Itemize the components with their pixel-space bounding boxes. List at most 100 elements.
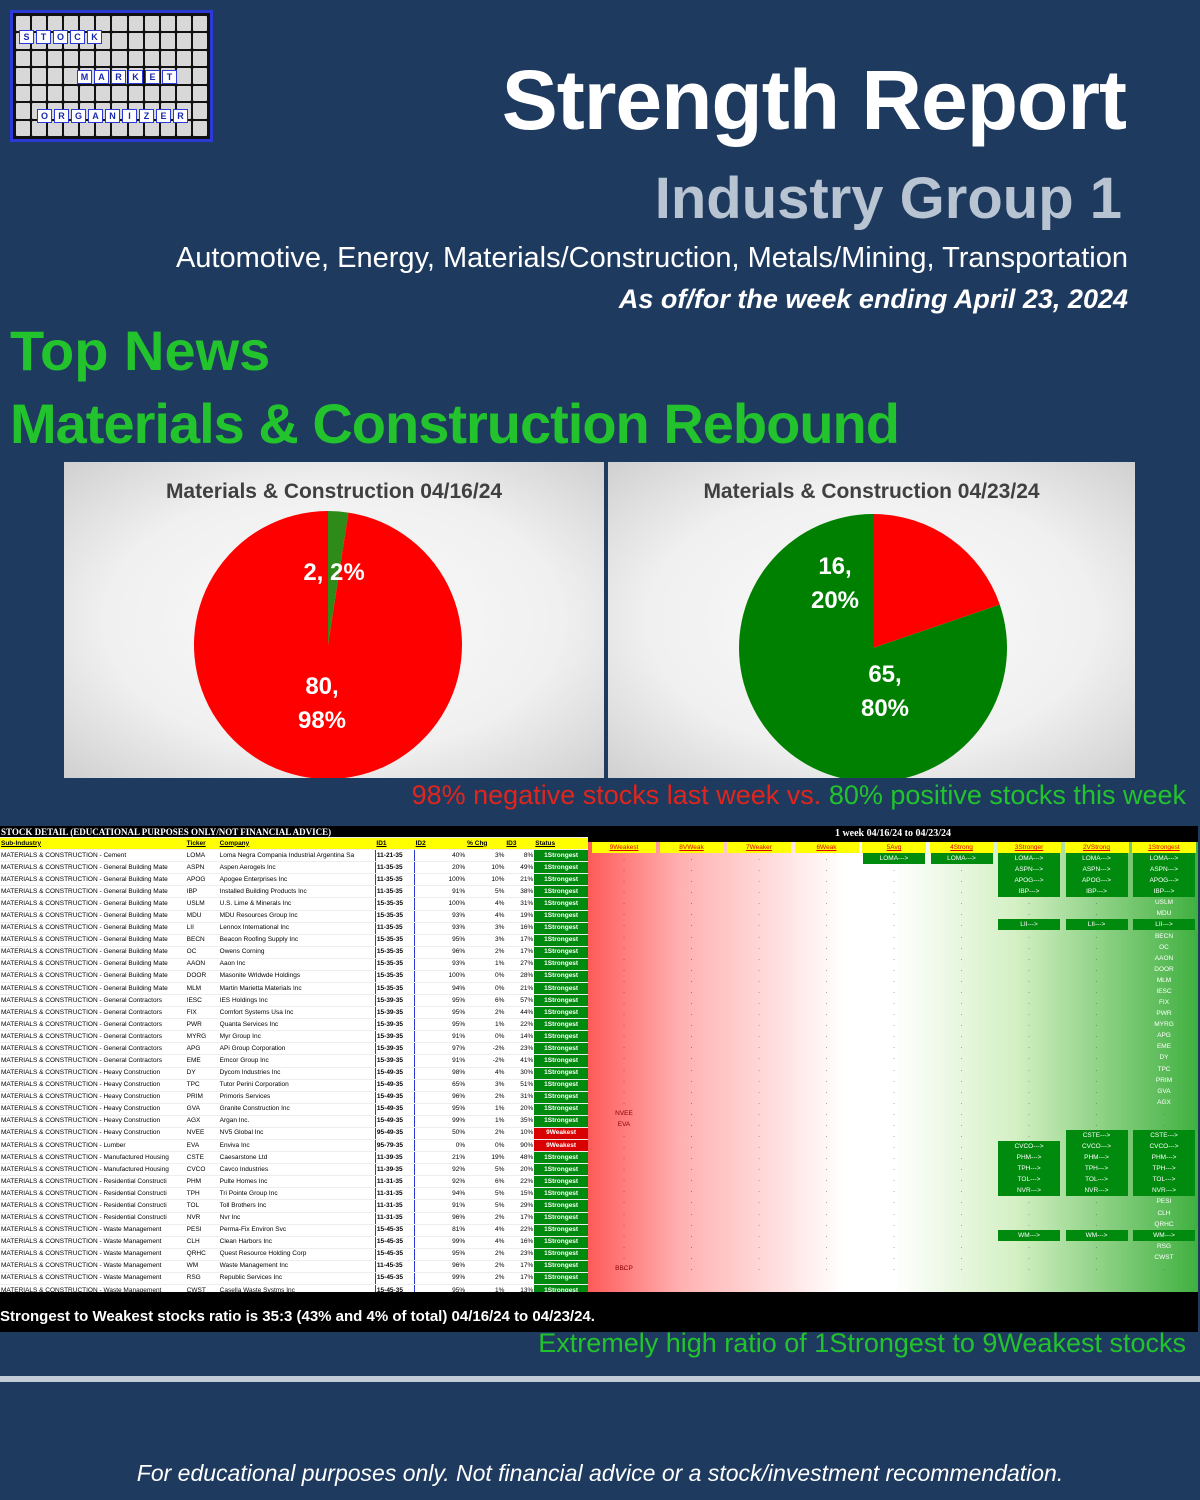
grid-cell: . (1163, 1242, 1165, 1250)
logo-letter: A (88, 109, 103, 123)
grid-column-header[interactable]: 1Strongest (1132, 842, 1196, 853)
company-cell: Masonite Wrldwde Holdings (218, 970, 376, 984)
grid-cell: . (1163, 1021, 1165, 1029)
grid-cell: . (960, 1054, 963, 1062)
logo-tile (176, 68, 191, 84)
grid-cell: . (623, 1242, 625, 1250)
grid-cell: . (758, 932, 760, 940)
id1-cell: 11-31-35 (374, 1187, 416, 1201)
grid-cell: . (758, 1176, 760, 1184)
grid-cell: . (960, 954, 963, 962)
grid-column-header[interactable]: 5Avg (862, 842, 926, 853)
logo-tile (48, 120, 63, 136)
grid-column-header[interactable]: 6Weak (794, 842, 859, 853)
grid-cell: . (893, 1087, 895, 1095)
pct-change-cell: 0% (466, 1139, 506, 1153)
column-header[interactable]: ID2 (414, 837, 467, 851)
grid-column-header[interactable]: 4Strong (929, 842, 994, 853)
column-header[interactable]: Company (218, 837, 376, 851)
grid-ticker-cell: CVCO---> (998, 1141, 1060, 1153)
table-row: MATERIALS & CONSTRUCTION - Heavy Constru… (0, 1103, 588, 1116)
grid-column-header[interactable]: 8VWeak (659, 842, 724, 853)
id2-cell: 95% (414, 1006, 467, 1020)
id1-cell: 11-35-35 (374, 873, 416, 887)
grid-cell: . (623, 866, 625, 874)
grid-column-header[interactable]: 7Weaker (727, 842, 791, 853)
company-cell: Martin Marietta Materials Inc (218, 982, 376, 996)
logo-letter: R (111, 70, 126, 84)
grid-cell: . (825, 855, 828, 862)
column-header[interactable]: % Chg (466, 837, 506, 851)
grid-cell: . (623, 987, 625, 995)
logo-tile (16, 68, 31, 84)
grid-cell: . (1163, 1054, 1165, 1062)
status-cell: 1Strongest (534, 1103, 588, 1116)
grid-cell: . (690, 999, 693, 1007)
grid-cell: . (825, 1087, 828, 1095)
logo-tile (192, 103, 207, 119)
logo-tile (176, 16, 191, 32)
column-header[interactable]: Status (534, 837, 588, 851)
id1-cell: 15-39-35 (374, 1042, 416, 1056)
grid-cell: . (960, 965, 963, 973)
pct-change-cell: 4% (466, 1236, 506, 1249)
column-header[interactable]: ID3 (505, 837, 535, 851)
table-row: MATERIALS & CONSTRUCTION - Manufactured … (0, 1163, 588, 1177)
grid-cell: . (690, 1010, 693, 1018)
grid-column-header[interactable]: 9Weakest (592, 842, 656, 853)
ticker-cell: NVR (185, 1212, 219, 1225)
grid-cell: . (893, 877, 895, 885)
column-header[interactable]: ID1 (375, 837, 415, 851)
column-header[interactable]: Sub-Industry (0, 837, 186, 851)
column-header[interactable]: Ticker (185, 837, 219, 851)
grid-cell: . (893, 943, 895, 951)
id3-cell: 48% (505, 1151, 535, 1165)
company-cell: Tri Pointe Group Inc (218, 1187, 376, 1201)
grid-cell: . (825, 1198, 828, 1206)
logo-tile (32, 120, 47, 136)
grid-column-header[interactable]: 2VStrong (1064, 842, 1129, 853)
grid-cell: . (690, 943, 693, 951)
grid-cell: . (758, 943, 760, 951)
strength-grid-headers: 9Weakest 8VWeak 7Weaker 6Weak 5Avg 4Strong 3St… (588, 842, 1198, 853)
grid-cell: . (758, 1098, 760, 1106)
id3-cell: 22% (505, 1018, 535, 1032)
pct-change-cell: 2% (466, 1248, 506, 1261)
logo-tile (32, 16, 47, 32)
grid-cell: . (623, 921, 625, 929)
pct-change-cell: 1% (466, 1284, 506, 1292)
grid-ticker-cell: WM---> (1065, 1229, 1128, 1241)
grid-cell: . (1163, 1209, 1165, 1217)
pie-chart-title: Materials & Construction 04/23/24 (703, 480, 1040, 503)
id2-cell: 96% (414, 1260, 467, 1273)
grid-cell: . (1028, 1242, 1030, 1250)
grid-cell: . (758, 1264, 760, 1272)
id1-cell: 15-35-35 (374, 958, 416, 971)
stock-detail-table: STOCK DETAIL (EDUCATIONAL PURPOSES ONLY/… (0, 826, 1198, 1292)
grid-cell: . (960, 1154, 963, 1162)
table-column-headers: Sub-Industry Ticker Company ID1 ID2% Chg ID3 S… (0, 837, 588, 851)
logo-tile (192, 85, 207, 102)
grid-cell: . (623, 899, 625, 907)
grid-ticker-cell: AGX (1157, 1098, 1171, 1106)
grid-cell: . (690, 1120, 693, 1128)
logo-letter: O (37, 109, 52, 123)
strength-grid: 1 week 04/16/24 to 04/23/24 9Weakest 8VWe… (588, 826, 1198, 1292)
grid-cell: . (1028, 1032, 1030, 1040)
grid-cell: . (758, 1154, 760, 1162)
logo-letter: E (145, 70, 160, 84)
company-cell: Republic Services Inc (218, 1272, 376, 1285)
id2-cell: 20% (414, 861, 467, 875)
id3-cell: 14% (505, 1030, 535, 1044)
grid-cell: . (893, 987, 895, 995)
grid-cell: . (960, 1242, 963, 1250)
grid-cell: . (623, 855, 625, 862)
id2-cell: 91% (414, 1199, 467, 1213)
id1-cell: 15-49-35 (374, 1103, 416, 1116)
id3-cell: 27% (505, 958, 535, 971)
grid-cell: . (960, 932, 963, 940)
id2-cell: 81% (414, 1224, 467, 1237)
grid-column-header[interactable]: 3Stronger (997, 842, 1061, 853)
grid-cell: . (1095, 1065, 1098, 1073)
